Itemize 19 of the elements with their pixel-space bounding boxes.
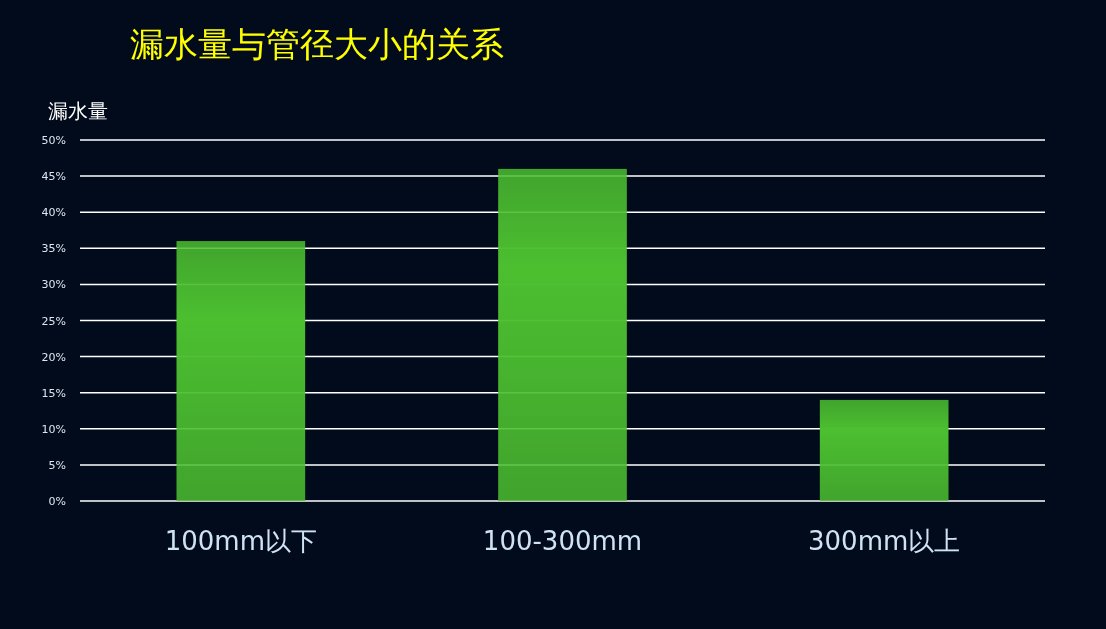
y-tick-label: 0%: [48, 495, 66, 508]
y-tick-label: 40%: [41, 206, 66, 220]
y-tick-label: 25%: [41, 314, 66, 328]
y-tick-label: 50%: [41, 134, 66, 147]
y-tick-label: 5%: [48, 458, 66, 472]
bar: [176, 241, 306, 501]
y-tick-label: 20%: [41, 350, 66, 364]
x-tick-label: 100mm以下: [164, 526, 317, 556]
bar: [498, 168, 627, 501]
y-tick-label: 45%: [41, 170, 66, 184]
y-tick-label: 30%: [41, 278, 66, 292]
y-tick-label: 10%: [41, 422, 66, 436]
chart-title: 漏水量与管径大小的关系: [130, 24, 504, 64]
x-tick-label: 300mm以上: [808, 526, 961, 556]
y-axis-title: 漏水量: [48, 99, 108, 123]
bar: [819, 399, 949, 501]
y-tick-label: 15%: [41, 386, 66, 400]
y-tick-label: 35%: [41, 242, 66, 256]
x-tick-label: 100-300mm: [482, 526, 643, 556]
